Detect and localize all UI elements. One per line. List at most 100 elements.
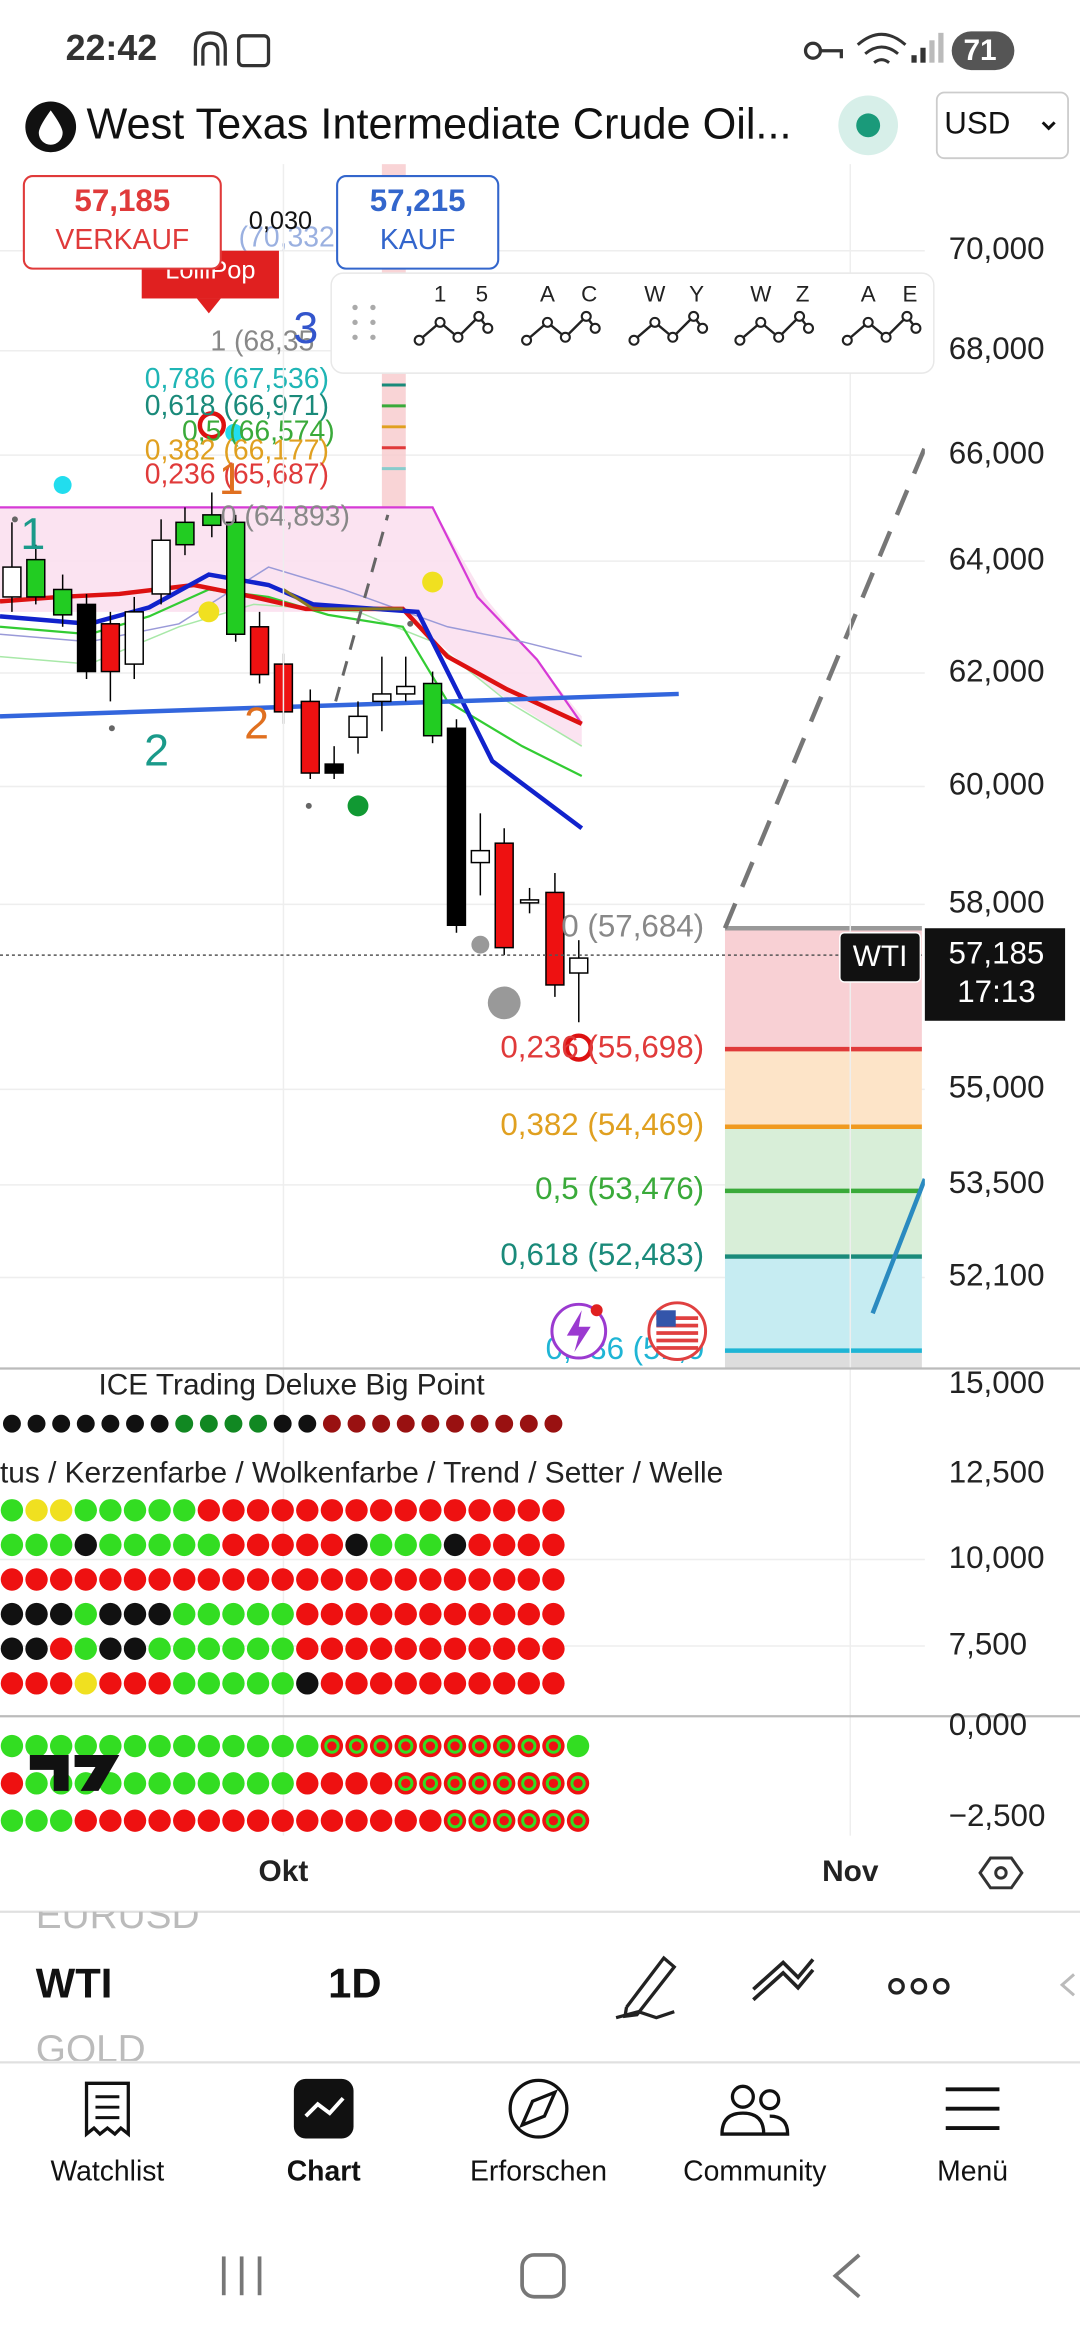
header-bg [0, 86, 1080, 165]
lollipop-pointer [196, 298, 221, 314]
wave-tool-node [802, 322, 815, 334]
price-axis-label: 64,000 [949, 541, 1045, 576]
more-icon[interactable] [888, 1977, 905, 1995]
flash-bolt [566, 1310, 591, 1353]
status-dot [468, 1568, 491, 1591]
status-dot [517, 1533, 540, 1557]
candle-body [519, 899, 540, 904]
more-icon[interactable] [910, 1977, 928, 1995]
status-dot [443, 1734, 467, 1758]
marker [108, 725, 115, 732]
status-dot [443, 1499, 467, 1522]
status-dot [25, 1499, 48, 1522]
status-dot [468, 1734, 491, 1758]
status-dot [175, 1414, 194, 1433]
wave-tool-node [541, 316, 553, 328]
status-dot [271, 1734, 294, 1758]
status-dot [148, 1772, 171, 1795]
candle-body [396, 685, 416, 695]
symbol-title[interactable]: West Texas Intermediate Crude Oil... [87, 100, 792, 148]
fib-lower-label: 0,618 (52,483) [500, 1237, 704, 1272]
status-dot [222, 1772, 245, 1795]
status-dot [74, 1637, 97, 1660]
nav-item[interactable]: Erforschen [470, 2078, 607, 2187]
status-dot [443, 1809, 467, 1832]
last-price-box [924, 928, 1066, 1021]
price-axis-label: 68,000 [949, 331, 1045, 366]
wave-tool-label: E [902, 281, 917, 306]
status-dot [246, 1809, 270, 1832]
marker [11, 516, 18, 523]
marker [305, 802, 312, 809]
status-dot [394, 1568, 417, 1591]
status-dot [173, 1734, 196, 1758]
fib-upper-label: (70,332 [239, 221, 335, 253]
nav-item[interactable]: Menü [937, 2087, 1008, 2187]
symbol-option: EURUSD [36, 1894, 200, 1937]
nav-label: Community [683, 2155, 827, 2187]
ma-red [0, 582, 583, 726]
nav-item[interactable]: Community [683, 2084, 827, 2187]
status-dot [222, 1568, 245, 1591]
status-dot [25, 1734, 48, 1758]
status-dot [123, 1637, 147, 1660]
settings-icon[interactable] [978, 1856, 1024, 1890]
status-dot [148, 1533, 171, 1557]
indicator-axis-label: 15,000 [949, 1365, 1045, 1400]
sell-button[interactable]: 57,185 VERKAUF [22, 175, 222, 270]
currency-select[interactable] [935, 91, 1069, 160]
status-dot-ring [447, 1775, 463, 1792]
status-dot [517, 1602, 540, 1626]
nav-item[interactable]: Chart [287, 2078, 362, 2188]
nav-icon-line [304, 2096, 345, 2118]
status-dot [249, 1414, 268, 1433]
status-dot [222, 1637, 245, 1660]
gesture-home[interactable] [520, 2253, 566, 2299]
status-dot [345, 1672, 368, 1695]
wave-tool-node [559, 331, 571, 343]
status-dot [296, 1672, 319, 1695]
status-dot [519, 1414, 538, 1433]
status-dot [296, 1568, 319, 1591]
more-icon[interactable] [932, 1977, 950, 1995]
status-dot [25, 1533, 48, 1557]
status-dot [468, 1533, 491, 1557]
status-dot-ring [545, 1775, 562, 1792]
draw-icon [623, 1955, 677, 2019]
nav-label: Chart [287, 2155, 362, 2187]
flash-dot [590, 1304, 603, 1317]
status-dot [394, 1734, 417, 1758]
buy-button[interactable]: 57,215 KAUF [336, 175, 500, 270]
wave-tool-label: A [861, 281, 876, 306]
nav-item[interactable]: Watchlist [50, 2081, 164, 2187]
status-dot [0, 1637, 24, 1660]
price-axis-label: 58,000 [949, 885, 1045, 920]
status-dot [76, 1414, 95, 1433]
status-dot [320, 1533, 344, 1557]
fib-upper-label: 0,786 (67,536) [145, 363, 329, 395]
status-dot-ring [521, 1813, 537, 1829]
status-dot [173, 1499, 196, 1522]
status-dot [148, 1734, 171, 1758]
wave-tool-node [434, 316, 446, 328]
currency-caret [1041, 121, 1056, 131]
status-dot [347, 1414, 366, 1433]
fib-upper-label: 0 (64,893) [221, 500, 350, 532]
status-dot [271, 1568, 294, 1591]
status-dot [320, 1734, 344, 1758]
status-dot [419, 1772, 442, 1795]
status-dot [542, 1637, 565, 1660]
status-dot [197, 1772, 221, 1795]
wave-tool-node [482, 322, 494, 334]
status-dot [542, 1734, 565, 1758]
status-dot [369, 1772, 393, 1795]
status-dot [369, 1499, 393, 1522]
wave-tool-label: 5 [476, 281, 488, 306]
status-dot [345, 1499, 368, 1522]
